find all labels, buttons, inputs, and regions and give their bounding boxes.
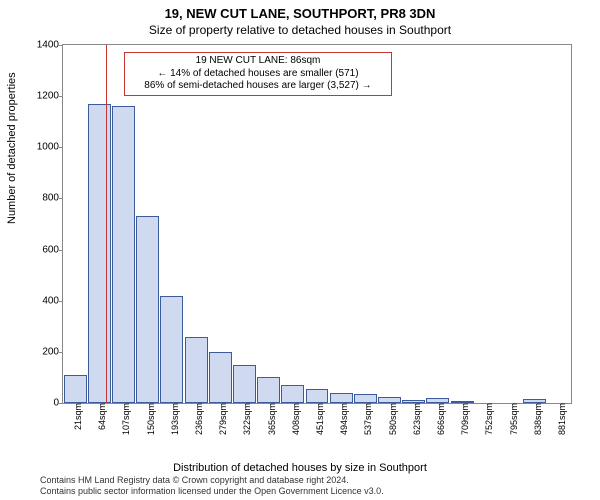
x-tick-label: 64sqm xyxy=(95,403,107,430)
x-tick-label: 150sqm xyxy=(144,403,156,435)
x-tick-label: 279sqm xyxy=(216,403,228,435)
x-tick-label: 580sqm xyxy=(386,403,398,435)
x-tick-label: 322sqm xyxy=(240,403,252,435)
x-tick-label: 881sqm xyxy=(555,403,567,435)
histogram-bar xyxy=(112,106,135,403)
y-tick-mark xyxy=(59,250,63,251)
x-tick-label: 838sqm xyxy=(531,403,543,435)
histogram-bar xyxy=(281,385,304,403)
property-marker-line xyxy=(106,45,107,403)
title-main: 19, NEW CUT LANE, SOUTHPORT, PR8 3DN xyxy=(0,0,600,21)
annotation-box: 19 NEW CUT LANE: 86sqm← 14% of detached … xyxy=(124,52,392,96)
annotation-line: 86% of semi-detached houses are larger (… xyxy=(131,80,385,93)
histogram-bar xyxy=(136,216,159,403)
y-tick-mark xyxy=(59,45,63,46)
x-axis-label: Distribution of detached houses by size … xyxy=(0,462,600,474)
x-tick-label: 21sqm xyxy=(71,403,83,430)
histogram-bar xyxy=(64,375,87,403)
footer-line-2: Contains public sector information licen… xyxy=(40,486,384,496)
x-tick-label: 193sqm xyxy=(168,403,180,435)
y-axis-label: Number of detached properties xyxy=(6,72,18,224)
histogram-bar xyxy=(209,352,232,403)
histogram-bar xyxy=(185,337,208,403)
x-tick-label: 537sqm xyxy=(361,403,373,435)
y-tick-mark xyxy=(59,147,63,148)
histogram-bar xyxy=(330,393,353,403)
x-tick-label: 365sqm xyxy=(265,403,277,435)
annotation-line: 19 NEW CUT LANE: 86sqm xyxy=(131,55,385,68)
y-tick-mark xyxy=(59,301,63,302)
x-tick-label: 752sqm xyxy=(482,403,494,435)
x-tick-label: 236sqm xyxy=(192,403,204,435)
x-tick-label: 623sqm xyxy=(410,403,422,435)
y-tick-mark xyxy=(59,403,63,404)
x-tick-label: 666sqm xyxy=(434,403,446,435)
y-tick-mark xyxy=(59,352,63,353)
x-tick-label: 451sqm xyxy=(313,403,325,435)
x-tick-label: 709sqm xyxy=(458,403,470,435)
title-sub: Size of property relative to detached ho… xyxy=(0,21,600,37)
chart-plot-area: 020040060080010001200140021sqm64sqm107sq… xyxy=(62,44,572,404)
histogram-bar xyxy=(257,377,280,403)
histogram-bar xyxy=(160,296,183,403)
histogram-bar xyxy=(354,394,377,403)
histogram-bar xyxy=(233,365,256,403)
x-tick-label: 107sqm xyxy=(119,403,131,435)
annotation-line: ← 14% of detached houses are smaller (57… xyxy=(131,68,385,81)
x-tick-label: 494sqm xyxy=(337,403,349,435)
histogram-bar xyxy=(88,104,111,403)
x-tick-label: 408sqm xyxy=(289,403,301,435)
y-tick-mark xyxy=(59,96,63,97)
chart-container: 19, NEW CUT LANE, SOUTHPORT, PR8 3DN Siz… xyxy=(0,0,600,500)
y-tick-mark xyxy=(59,198,63,199)
histogram-bar xyxy=(306,389,329,403)
x-tick-label: 795sqm xyxy=(507,403,519,435)
footer-attribution: Contains HM Land Registry data © Crown c… xyxy=(40,475,384,496)
footer-line-1: Contains HM Land Registry data © Crown c… xyxy=(40,475,384,485)
